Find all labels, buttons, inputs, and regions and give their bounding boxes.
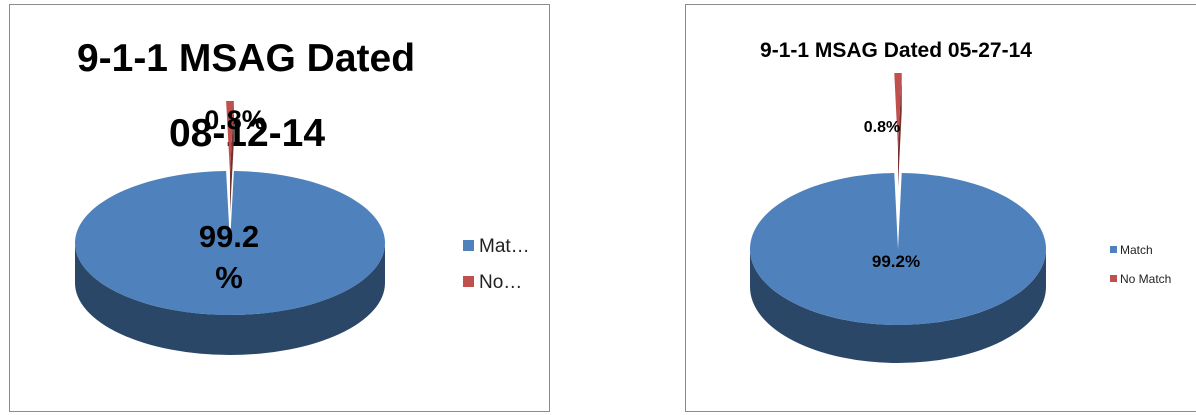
- legend-swatch-no-match: [463, 276, 474, 287]
- legend: Mat… No…: [463, 236, 530, 293]
- legend: Match No Match: [1110, 243, 1171, 286]
- chart-title-line-2: 08-12-14: [169, 112, 325, 155]
- pie-slice-match: [750, 173, 1046, 325]
- pie-slice-no-match-side: [230, 101, 234, 213]
- pie-plot: [750, 72, 1046, 363]
- legend-label-match: Mat…: [479, 236, 530, 257]
- pie-chart-08-12-14: 9-1-1 MSAG Dated 08-12-14 Mat… No… 0.8% 9…: [9, 4, 550, 412]
- data-label-match-line-1: 99.2: [199, 219, 259, 254]
- pie-chart-05-27-14: 9-1-1 MSAG Dated 05-27-14 Match No Match…: [685, 4, 1196, 412]
- data-label-no-match: 0.8%: [864, 119, 900, 136]
- pie-slice-no-match: [226, 100, 234, 173]
- pie-slice-no-match: [894, 72, 902, 149]
- chart-title-line-1: 9-1-1 MSAG Dated: [77, 37, 415, 80]
- legend-label-match: Match: [1120, 243, 1153, 257]
- pie-slice-match-side: [75, 243, 385, 355]
- data-label-match-line-2: %: [215, 260, 243, 295]
- pie-slice-match: [74, 171, 385, 315]
- pie-slice-no-match-side: [898, 73, 902, 187]
- legend-label-no-match: No Match: [1120, 272, 1171, 286]
- legend-swatch-match: [463, 240, 474, 251]
- pie-chart-svg: 9-1-1 MSAG Dated 08-12-14 Mat… No… 0.8% 9…: [74, 37, 530, 355]
- chart-title: 9-1-1 MSAG Dated 05-27-14: [760, 39, 1032, 62]
- pie-chart-svg: 9-1-1 MSAG Dated 05-27-14 Match No Match…: [750, 39, 1171, 363]
- pie-slice-match-side: [750, 249, 1046, 363]
- legend-swatch-match: [1110, 246, 1117, 253]
- data-label-match: 99.2%: [872, 252, 920, 271]
- data-label-no-match: 0.8%: [204, 105, 266, 135]
- legend-swatch-no-match: [1110, 275, 1117, 282]
- legend-label-no-match: No…: [479, 272, 522, 293]
- pie-plot: [74, 100, 385, 355]
